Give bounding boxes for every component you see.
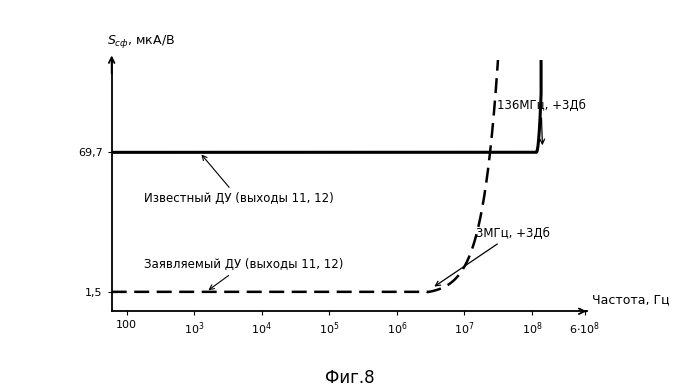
Text: 3МГц, +3Дб: 3МГц, +3Дб (435, 227, 550, 286)
Text: Известный ДУ (выходы 11, 12): Известный ДУ (выходы 11, 12) (144, 155, 333, 205)
Text: $S_{сф}$, мкА/В: $S_{сф}$, мкА/В (107, 32, 175, 50)
Text: Фиг.8: Фиг.8 (325, 369, 374, 387)
Text: Заявляемый ДУ (выходы 11, 12): Заявляемый ДУ (выходы 11, 12) (144, 258, 343, 289)
Text: Частота, Гц: Частота, Гц (592, 293, 670, 306)
Text: 136МГц, +3Дб: 136МГц, +3Дб (497, 99, 586, 144)
